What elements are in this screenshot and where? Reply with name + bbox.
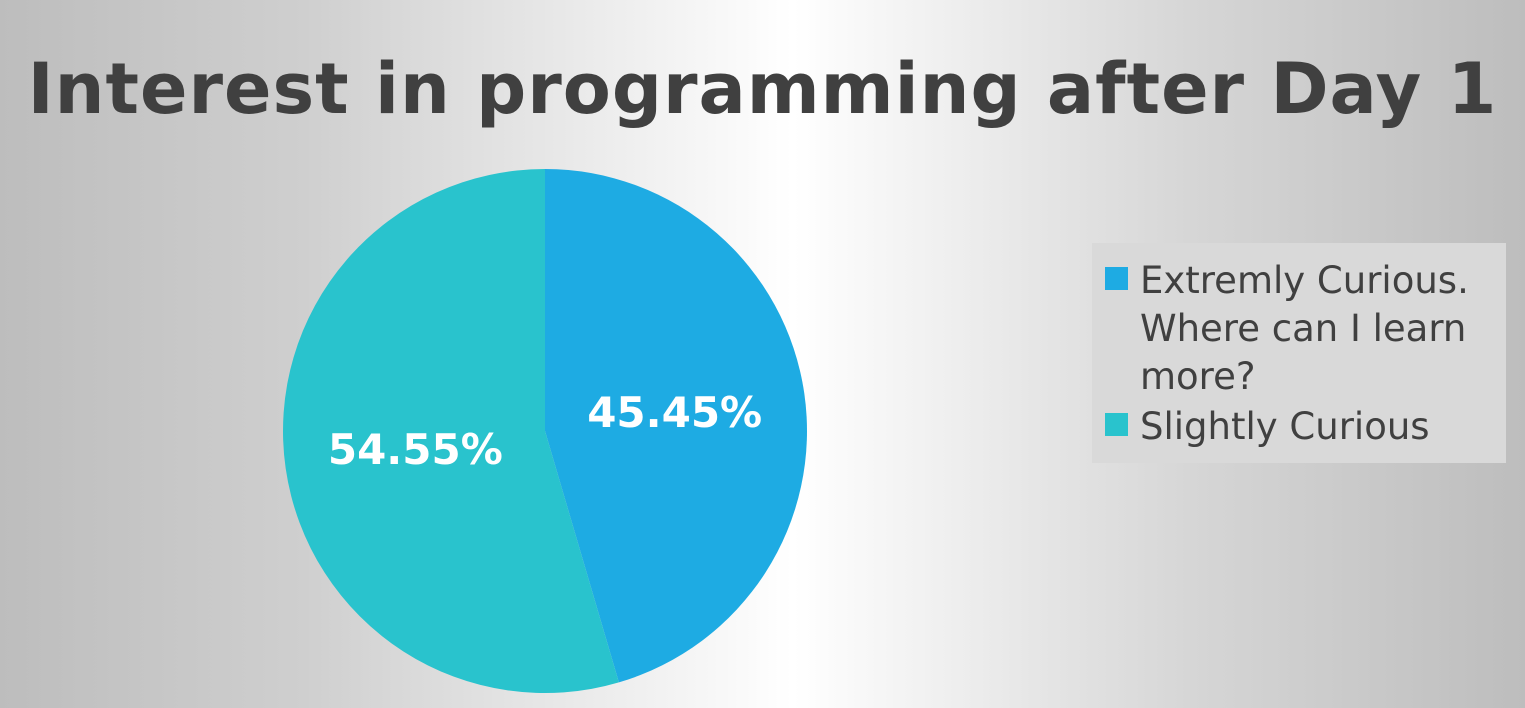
legend-label-extremly-curious: Extremly Curious. Where can I learn more… bbox=[1140, 259, 1469, 398]
legend-item-extremly-curious: Extremly Curious. Where can I learn more… bbox=[1105, 257, 1506, 401]
pie-slice-slightly-curious bbox=[283, 169, 619, 693]
chart-title: Interest in programming after Day 1 bbox=[27, 48, 1498, 130]
pie-slice-extremly-curious bbox=[545, 169, 808, 683]
legend-swatch-extremly-curious bbox=[1105, 267, 1128, 290]
legend-swatch-slightly-curious bbox=[1105, 413, 1128, 436]
legend-label-slightly-curious: Slightly Curious bbox=[1140, 405, 1430, 448]
data-label-slightly-curious: 54.55% bbox=[328, 425, 503, 474]
data-label-extremly-curious: 45.45% bbox=[587, 388, 762, 437]
legend-item-slightly-curious: Slightly Curious bbox=[1105, 403, 1506, 451]
legend: Extremly Curious. Where can I learn more… bbox=[1092, 243, 1506, 463]
